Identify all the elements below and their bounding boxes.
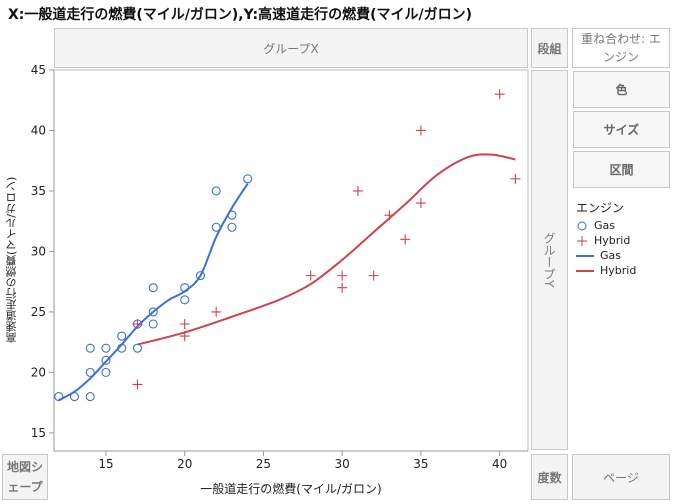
legend-label: Hybrid — [594, 234, 631, 247]
smoother-line-hybrid — [137, 153, 516, 346]
x-tick-label: 30 — [335, 457, 350, 471]
y-tick-label: 40 — [31, 123, 46, 137]
smoother-line-gas — [58, 183, 249, 402]
wrap-dropzone[interactable]: 段組 — [531, 28, 568, 68]
legend-label: Hybrid — [600, 264, 637, 277]
data-point-hybrid — [384, 210, 395, 221]
y-tick-label: 35 — [31, 184, 46, 198]
data-point-gas — [54, 392, 64, 402]
x-tick-label: 20 — [177, 457, 192, 471]
data-point-gas — [211, 186, 221, 196]
page-dropzone[interactable]: ページ — [572, 454, 670, 500]
plot-frame — [53, 69, 529, 452]
x-tick-label: 25 — [256, 457, 271, 471]
data-point-gas — [101, 355, 111, 365]
legend-item-gas-line[interactable]: Gas — [576, 248, 636, 263]
y-tick-label: 25 — [31, 305, 46, 319]
data-point-gas — [117, 343, 127, 353]
data-point-hybrid — [337, 282, 348, 293]
data-point-gas — [211, 222, 221, 232]
data-point-hybrid — [368, 270, 379, 281]
data-point-gas — [85, 367, 95, 377]
x-tick-label: 40 — [492, 457, 507, 471]
x-tick-label: 35 — [413, 457, 428, 471]
legend-label: Gas — [594, 219, 615, 232]
data-point-gas — [69, 392, 80, 402]
data-point-hybrid — [132, 379, 143, 390]
group-y-dropzone[interactable]: グループY — [531, 70, 568, 450]
x-tick-label: 15 — [98, 457, 113, 471]
data-point-gas — [243, 174, 253, 184]
line-icon — [576, 269, 594, 272]
data-point-gas — [180, 283, 190, 293]
group-x-dropzone[interactable]: グループX — [54, 28, 528, 68]
map-shape-dropzone[interactable]: 地図シェープ — [2, 454, 48, 500]
data-point-gas — [148, 307, 158, 317]
data-point-hybrid — [179, 319, 190, 329]
data-point-gas — [132, 343, 143, 353]
y-tick-label: 20 — [31, 365, 46, 379]
legend-item-hybrid-line[interactable]: Hybrid — [576, 263, 636, 278]
data-point-gas — [148, 319, 158, 329]
size-button[interactable]: サイズ — [573, 111, 670, 148]
data-point-hybrid — [132, 319, 143, 329]
plus-marker-icon — [577, 235, 587, 246]
circle-marker-icon — [577, 221, 587, 230]
graph-title: X:一般道走行の燃費(マイル/ガロン),Y:高速道走行の燃費(マイル/ガロン) — [8, 7, 473, 23]
data-point-hybrid — [211, 306, 222, 317]
line-icon — [576, 254, 594, 257]
y-tick-label: 15 — [31, 426, 46, 440]
data-point-hybrid — [352, 185, 363, 196]
data-point-hybrid — [179, 331, 190, 342]
data-point-gas — [227, 210, 237, 220]
legend-label: Gas — [600, 249, 621, 262]
legend-item-hybrid-marker[interactable]: Hybrid — [576, 233, 636, 248]
overlay-dropzone[interactable]: 重ね合わせ: エンジン — [572, 28, 670, 68]
legend-title: エンジン — [576, 201, 625, 215]
data-point-gas — [195, 271, 206, 281]
data-point-hybrid — [415, 198, 426, 209]
data-point-gas — [148, 283, 158, 293]
data-point-gas — [101, 343, 111, 353]
data-point-hybrid — [415, 125, 426, 136]
interval-button[interactable]: 区間 — [573, 151, 670, 188]
color-button[interactable]: 色 — [573, 71, 670, 108]
data-point-gas — [117, 331, 127, 341]
y-tick-label: 30 — [31, 244, 46, 258]
data-point-hybrid — [337, 270, 348, 281]
data-point-gas — [227, 222, 237, 232]
freq-dropzone[interactable]: 度数 — [531, 454, 568, 500]
data-point-hybrid — [494, 89, 505, 100]
data-point-gas — [180, 295, 190, 305]
y-tick-label: 45 — [31, 63, 46, 77]
legend-item-gas-marker[interactable]: Gas — [576, 218, 636, 233]
data-point-gas — [85, 392, 95, 402]
data-point-gas — [85, 343, 95, 353]
data-point-hybrid — [400, 234, 411, 245]
data-point-gas — [101, 367, 111, 377]
data-point-hybrid — [305, 270, 316, 281]
legend[interactable]: エンジン Gas Hybrid Gas Hybrid — [576, 200, 636, 278]
data-point-hybrid — [510, 173, 521, 184]
x-axis-label[interactable]: 一般道走行の燃費(マイル/ガロン) — [200, 482, 382, 496]
